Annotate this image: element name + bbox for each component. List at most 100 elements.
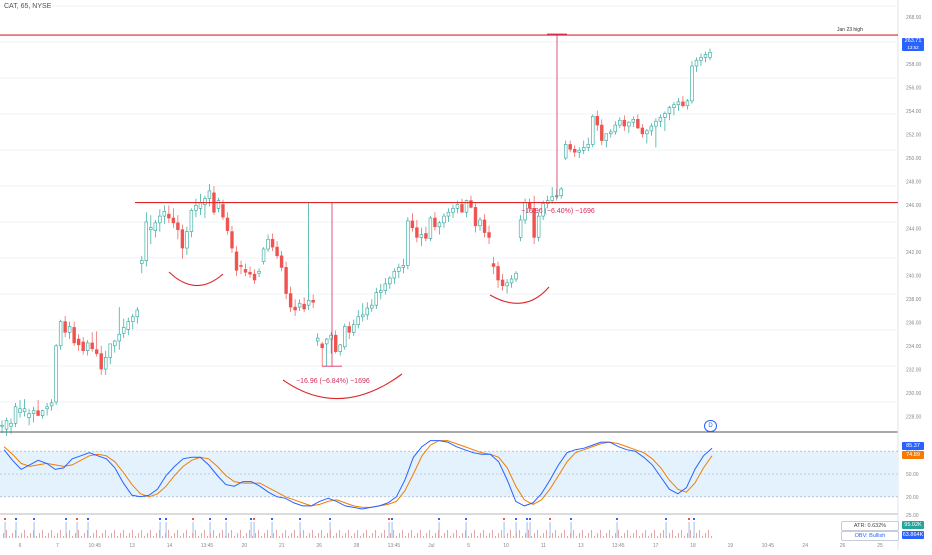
candle-body	[509, 278, 514, 284]
volume-tick	[585, 536, 586, 538]
candle-body	[658, 117, 663, 122]
time-tick: 7	[56, 543, 59, 549]
volume-tick	[492, 530, 493, 538]
candle-body	[225, 217, 230, 231]
volume-value-a: 95.02K	[904, 522, 922, 528]
candle-body	[379, 290, 383, 293]
candle	[149, 215, 153, 245]
candle	[577, 147, 581, 159]
volume-tick	[528, 530, 529, 538]
volume-bar	[515, 522, 517, 538]
volume-tick	[390, 533, 391, 538]
volume-tick	[405, 536, 406, 538]
candle	[293, 299, 297, 316]
candle-body	[185, 231, 189, 249]
candle	[437, 220, 442, 235]
volume-tick	[360, 536, 361, 538]
candle-body	[104, 357, 108, 370]
candle-body	[288, 293, 293, 308]
candle-body	[577, 149, 581, 153]
volume-tick	[468, 536, 469, 538]
volume-value-b: 63.864K	[902, 532, 924, 538]
candle	[595, 110, 599, 131]
candle-body	[487, 232, 491, 238]
volume-tick	[216, 536, 217, 538]
volume-tick	[270, 536, 271, 538]
volume-tick	[519, 530, 520, 538]
current-price-badge: 263.71	[902, 38, 924, 47]
candle	[591, 114, 595, 148]
time-tick: 19	[728, 543, 734, 549]
candle-body	[690, 65, 694, 102]
volume-tick	[66, 533, 67, 538]
candle	[518, 215, 523, 242]
candle	[40, 409, 45, 419]
volume-tick	[75, 533, 76, 538]
volume-tick	[375, 530, 376, 538]
candle-body	[672, 104, 676, 108]
volume-tick	[327, 533, 328, 538]
candle-body	[600, 124, 604, 141]
volume-tick-label: 25.00	[906, 513, 919, 519]
current-price-time-badge: 13:52	[902, 45, 924, 51]
volume-tick	[393, 530, 394, 538]
signal-dot	[391, 518, 393, 520]
candle-body	[243, 269, 248, 273]
candle-body	[297, 302, 302, 308]
signal-dot	[225, 518, 227, 520]
time-tick: Jul	[428, 543, 434, 549]
candle-body	[699, 57, 703, 61]
candle	[275, 241, 279, 259]
candle	[63, 315, 67, 338]
volume-tick	[132, 530, 133, 538]
candle	[550, 187, 554, 204]
candle	[424, 226, 428, 242]
candle	[126, 317, 130, 336]
candle-body	[356, 316, 360, 325]
volume-tick	[486, 536, 487, 538]
candle-body	[49, 402, 54, 407]
event-marker[interactable]: D	[704, 420, 717, 432]
grid	[0, 0, 899, 550]
candle	[370, 299, 374, 312]
volume-tick	[108, 536, 109, 538]
candle-body	[361, 314, 365, 318]
price-tick: 240.00	[906, 274, 922, 280]
atr-panel[interactable]: ATR: 0.632%	[841, 521, 899, 531]
volume-bar	[33, 522, 35, 538]
candle-body	[31, 410, 36, 414]
time-tick: 10	[503, 543, 509, 549]
volume-tick	[591, 530, 592, 538]
candle-body	[135, 309, 139, 318]
candle	[347, 321, 351, 340]
candle-body	[306, 300, 311, 306]
candle-body	[397, 267, 401, 272]
obv-label: OBV: Bullish	[854, 533, 886, 539]
volume-tick	[234, 536, 235, 538]
candle	[167, 205, 171, 223]
volume-tick	[630, 536, 631, 538]
volume-tick	[84, 533, 85, 538]
candle	[135, 307, 139, 324]
candle-body	[609, 131, 613, 135]
time-tick: 10:45	[762, 543, 775, 549]
volume-tick	[9, 536, 10, 538]
signal-dot	[253, 518, 255, 520]
signal-dot	[76, 518, 78, 520]
candle-body	[153, 222, 158, 231]
obv-panel[interactable]: OBV: Bullish	[841, 531, 899, 541]
axes: 268.00262.00258.00256.00254.00252.00250.…	[19, 15, 922, 549]
volume-tick	[228, 533, 229, 538]
candle	[663, 111, 667, 131]
candle	[645, 128, 649, 144]
candle-body	[76, 338, 81, 346]
volume-tick	[165, 533, 166, 538]
candle-body	[582, 147, 586, 151]
volume-tick	[123, 530, 124, 538]
candle	[681, 96, 685, 108]
volume-tick	[396, 536, 397, 538]
candle	[297, 299, 302, 311]
arc-right-shoulder	[489, 286, 550, 304]
